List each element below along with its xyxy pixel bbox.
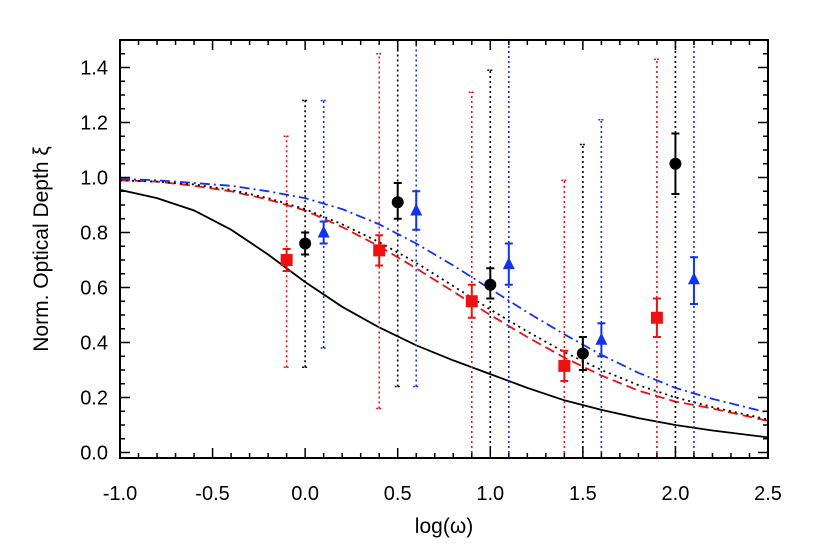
- y-tick-label: 1.4: [80, 58, 108, 80]
- plot-frame: [119, 39, 769, 459]
- data-point-triangle: [317, 225, 330, 238]
- curve-black-dot: [119, 179, 769, 421]
- y-tick-label: 0.4: [80, 333, 108, 355]
- data-point-circle: [299, 237, 312, 250]
- data-point-circle: [669, 157, 682, 170]
- y-tick-label: 0.2: [80, 388, 108, 410]
- x-tick-label: -0.5: [195, 483, 229, 505]
- y-axis-label: Norm. Optical Depth ξ: [30, 146, 53, 351]
- model-curves: [119, 178, 769, 439]
- data-point-triangle: [595, 332, 608, 345]
- axis-ticks: [119, 39, 769, 458]
- data-point-circle: [484, 278, 497, 291]
- x-tick-label: 1.5: [569, 483, 597, 505]
- x-axis-label: log(ω): [415, 515, 473, 538]
- x-tick-label: 2.5: [754, 483, 782, 505]
- x-tick-label: 0.5: [384, 483, 412, 505]
- data-point-square: [650, 311, 663, 324]
- curve-red-dash: [119, 179, 769, 422]
- curve-blue-dashdot: [119, 178, 769, 414]
- data-point-circle: [576, 347, 589, 360]
- x-tick-label: 0.0: [291, 483, 319, 505]
- y-tick-label: 1.0: [80, 168, 108, 190]
- y-tick-label: 1.2: [80, 113, 108, 135]
- data-point-triangle: [687, 272, 700, 285]
- x-tick-label: -1.0: [103, 483, 137, 505]
- x-tick-label: 2.0: [662, 483, 690, 505]
- x-tick-label: 1.0: [476, 483, 504, 505]
- data-point-square: [558, 359, 571, 372]
- systematic-error-bars: [283, 40, 695, 458]
- curve-black-solid: [119, 189, 769, 439]
- data-point-triangle: [502, 257, 515, 270]
- data-point-triangle: [410, 203, 423, 216]
- data-point-circle: [391, 196, 404, 209]
- y-tick-label: 0.8: [80, 223, 108, 245]
- data-point-square: [373, 244, 386, 257]
- x-tick-labels: -1.0 -0.5 0.0 0.5 1.0 1.5 2.0 2.5: [103, 483, 782, 505]
- data-point-square: [280, 254, 293, 266]
- y-tick-label: 0.6: [80, 278, 108, 300]
- data-point-square: [465, 295, 478, 308]
- data-markers: [280, 157, 700, 372]
- y-tick-label: 0.0: [80, 443, 108, 465]
- y-tick-labels: 0.0 0.2 0.4 0.6 0.8 1.0 1.2 1.4: [80, 58, 108, 465]
